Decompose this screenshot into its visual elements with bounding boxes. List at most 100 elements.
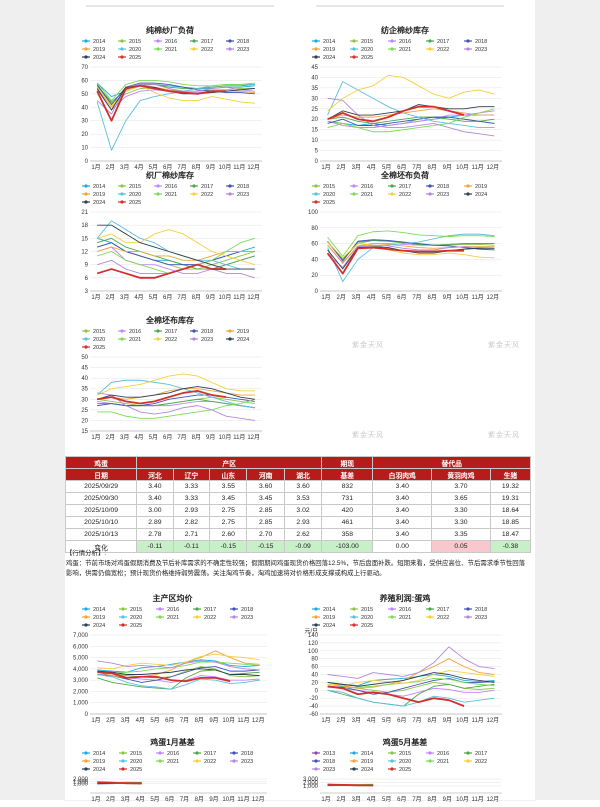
y-tick-label: 40 bbox=[311, 75, 318, 81]
legend-marker bbox=[352, 55, 355, 58]
legend-label: 2025 bbox=[399, 767, 411, 773]
chart-title: 鸡蛋5月基差 bbox=[382, 737, 427, 747]
table-cell: 3.33 bbox=[173, 493, 209, 505]
table-cell: 2.82 bbox=[173, 517, 209, 529]
x-tick-label: 6月 bbox=[397, 717, 406, 724]
y-tick-label: 60 bbox=[81, 78, 88, 84]
y-tick-label: 30 bbox=[81, 397, 88, 403]
legend-label: 2025 bbox=[129, 200, 141, 206]
legend-label: 2019 bbox=[93, 192, 105, 198]
table-cell: 3.40 bbox=[373, 493, 432, 505]
x-tick-label: 1月 bbox=[91, 294, 100, 301]
y-tick-label: 0 bbox=[85, 712, 89, 718]
legend-label: 2019 bbox=[93, 759, 105, 765]
x-tick-label: 3月 bbox=[121, 717, 130, 724]
legend-marker bbox=[121, 615, 124, 618]
legend-label: 2022 bbox=[399, 192, 411, 198]
y-tick-label: 80 bbox=[311, 657, 318, 663]
legend-marker bbox=[192, 192, 195, 195]
legend-label: 2014 bbox=[93, 39, 105, 45]
legend-label: 2020 bbox=[361, 615, 373, 621]
legend-label: 2021 bbox=[399, 47, 411, 53]
legend-label: 2025 bbox=[361, 623, 373, 629]
legend-label: 2018 bbox=[323, 759, 335, 765]
table-cell: 2.75 bbox=[210, 517, 247, 529]
legend-marker bbox=[195, 751, 198, 754]
legend-label: 2023 bbox=[241, 759, 253, 765]
legend-marker bbox=[120, 55, 123, 58]
legend-label: 2015 bbox=[323, 184, 335, 190]
y-tick-label: 40 bbox=[311, 257, 318, 263]
legend-label: 2015 bbox=[399, 751, 411, 757]
x-tick-label: 4月 bbox=[367, 717, 376, 724]
legend-label: 2022 bbox=[437, 47, 449, 53]
legend-marker bbox=[121, 623, 124, 626]
legend-label: 2025 bbox=[93, 345, 105, 351]
legend-marker bbox=[84, 184, 87, 187]
table-cell: 3.40 bbox=[373, 517, 432, 529]
y-tick-label: 5 bbox=[315, 149, 319, 155]
legend-marker bbox=[120, 39, 123, 42]
table-cell: 2.93 bbox=[173, 505, 209, 517]
legend-marker bbox=[156, 329, 159, 332]
legend-label: 2013 bbox=[323, 751, 335, 757]
table-cell: 832 bbox=[322, 481, 373, 493]
legend-marker bbox=[195, 759, 198, 762]
legend-marker bbox=[120, 192, 123, 195]
legend-label: 2020 bbox=[130, 759, 142, 765]
legend-label: 2020 bbox=[399, 759, 411, 765]
table-cell: 2025/10/09 bbox=[66, 505, 137, 517]
legend-marker bbox=[84, 55, 87, 58]
table-cell: 3.65 bbox=[432, 493, 491, 505]
legend-label: 2014 bbox=[93, 184, 105, 190]
table-cell: 2.60 bbox=[210, 529, 247, 541]
table-header-egg: 鸡蛋 bbox=[66, 457, 137, 469]
legend-marker bbox=[120, 329, 123, 332]
x-tick-label: 1月 bbox=[91, 434, 100, 441]
table-cell: 3.40 bbox=[137, 481, 173, 493]
legend-marker bbox=[352, 47, 355, 50]
legend-label: 2016 bbox=[437, 751, 449, 757]
chart-title: 纺企棉纱库存 bbox=[381, 25, 429, 35]
legend-marker bbox=[120, 47, 123, 50]
legend-label: 2016 bbox=[167, 751, 179, 757]
legend-label: 2025 bbox=[130, 767, 142, 773]
legend-label: 2016 bbox=[361, 184, 373, 190]
y-tick-label: 0 bbox=[315, 159, 319, 165]
legend-label: 2024 bbox=[323, 623, 335, 629]
x-tick-label: 8月 bbox=[195, 717, 204, 724]
x-tick-label: 4月 bbox=[134, 294, 143, 301]
legend-label: 2014 bbox=[323, 607, 335, 613]
chart-title: 鸡蛋1月基差 bbox=[149, 737, 194, 747]
legend-label: 2023 bbox=[437, 192, 449, 198]
x-tick-label: 9月 bbox=[206, 294, 215, 301]
legend-marker bbox=[390, 767, 393, 770]
table-cell: 3.70 bbox=[432, 481, 491, 493]
x-tick-label: 8月 bbox=[192, 294, 201, 301]
table-cell: 18.85 bbox=[490, 517, 530, 529]
x-tick-label: 9月 bbox=[206, 434, 215, 441]
table-cell: 2.62 bbox=[284, 529, 321, 541]
legend-label: 2018 bbox=[475, 607, 487, 613]
legend-label: 2019 bbox=[93, 615, 105, 621]
legend-marker bbox=[428, 192, 431, 195]
legend-marker bbox=[466, 751, 469, 754]
legend-label: 2015 bbox=[361, 607, 373, 613]
legend-label: 2024 bbox=[93, 200, 105, 206]
legend-marker bbox=[84, 623, 87, 626]
legend-marker bbox=[192, 39, 195, 42]
y-tick-label: 100 bbox=[308, 210, 319, 216]
x-tick-label: 10月 bbox=[219, 294, 232, 301]
x-tick-label: 4月 bbox=[136, 717, 145, 724]
table-cell: 2.71 bbox=[173, 529, 209, 541]
legend-label: 2016 bbox=[167, 607, 179, 613]
legend-marker bbox=[84, 615, 87, 618]
x-tick-label: 11月 bbox=[237, 717, 249, 724]
y-tick-label: 15 bbox=[81, 429, 88, 435]
legend-label: 2018 bbox=[475, 39, 487, 45]
legend-marker bbox=[428, 759, 431, 762]
legend-marker bbox=[228, 184, 231, 187]
